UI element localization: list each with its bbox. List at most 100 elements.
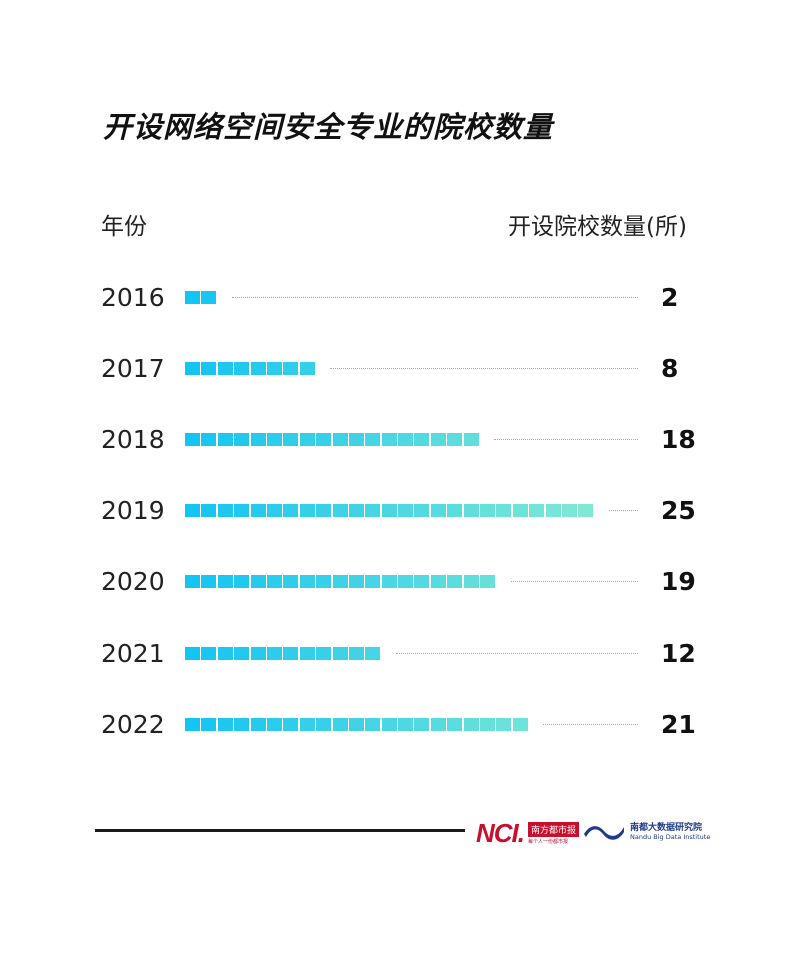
bar-block	[496, 718, 512, 731]
bar-block	[250, 433, 266, 446]
bar-block	[185, 718, 200, 731]
bar-block	[201, 433, 217, 446]
bar-block	[463, 718, 479, 731]
bar-block	[250, 718, 266, 731]
bar-block	[398, 504, 414, 517]
bar-block	[185, 362, 200, 375]
bar-block	[201, 718, 217, 731]
bar-block	[512, 718, 528, 731]
bar-block	[217, 718, 233, 731]
newspaper-name: 南方都市报	[528, 822, 580, 837]
bar-block	[398, 433, 414, 446]
institute-name-en: Nandu Big Data Institute	[630, 833, 711, 841]
chart-row: 2019 25	[0, 491, 800, 531]
bar-block	[365, 504, 381, 517]
bar-block	[529, 504, 545, 517]
bar	[185, 362, 316, 375]
bar-block	[283, 647, 299, 660]
bar-block	[414, 433, 430, 446]
bar-block	[234, 362, 250, 375]
nd-mark: NCI.	[476, 818, 525, 848]
bar-block	[381, 504, 397, 517]
bar-block	[463, 575, 479, 588]
bar-block	[299, 433, 315, 446]
bar-block	[201, 362, 217, 375]
bar-block	[316, 433, 332, 446]
bar-block	[201, 291, 217, 304]
year-label: 2020	[101, 567, 165, 596]
bar-block	[414, 718, 430, 731]
bar-block	[185, 647, 200, 660]
bar-block	[266, 575, 282, 588]
bar-block	[365, 575, 381, 588]
bar-block	[185, 575, 200, 588]
chart-row: 2017 8	[0, 349, 800, 389]
chart-row: 2022 21	[0, 705, 800, 745]
bar-block	[332, 433, 348, 446]
bar-block	[234, 647, 250, 660]
bar-block	[299, 718, 315, 731]
footer-divider	[95, 829, 465, 832]
dotted-leader-line	[543, 724, 638, 725]
bar-block	[217, 504, 233, 517]
bar-block	[332, 718, 348, 731]
bar-block	[545, 504, 561, 517]
bar-block	[250, 504, 266, 517]
bar-block	[283, 575, 299, 588]
bar-block	[348, 575, 364, 588]
bar-block	[283, 718, 299, 731]
chart-row: 2020 19	[0, 562, 800, 602]
bar-block	[185, 433, 200, 446]
bar-block	[185, 504, 200, 517]
bar-block	[299, 575, 315, 588]
chart-row: 2018 18	[0, 420, 800, 460]
bar-block	[266, 718, 282, 731]
bar-block	[234, 575, 250, 588]
bar-block	[348, 718, 364, 731]
bar-block	[398, 718, 414, 731]
bar-block	[250, 362, 266, 375]
bar-block	[332, 575, 348, 588]
bar-block	[234, 433, 250, 446]
bar-block	[480, 504, 496, 517]
dotted-leader-line	[330, 368, 638, 369]
bar-block	[316, 647, 332, 660]
bar-block	[463, 433, 479, 446]
year-label: 2022	[101, 710, 165, 739]
bar-block	[217, 575, 233, 588]
bar-block	[185, 291, 200, 304]
bar-block	[365, 647, 381, 660]
nandu-daily-logo: NCI. 南方都市报 每个人一份都市报	[476, 818, 580, 849]
bar-block	[250, 575, 266, 588]
chart-row: 2016 2	[0, 278, 800, 318]
value-label: 25	[661, 496, 696, 525]
chart-row: 2021 12	[0, 634, 800, 674]
bar-block	[463, 504, 479, 517]
bar-block	[381, 575, 397, 588]
bar-block	[561, 504, 577, 517]
year-label: 2016	[101, 283, 165, 312]
bar-block	[578, 504, 594, 517]
nandu-big-data-institute-logo: 南都大数据研究院 Nandu Big Data Institute	[582, 820, 710, 841]
bar-block	[316, 575, 332, 588]
year-label: 2018	[101, 425, 165, 454]
value-label: 2	[661, 283, 679, 312]
year-label: 2017	[101, 354, 165, 383]
bar-block	[234, 718, 250, 731]
bar	[185, 718, 529, 731]
bar	[185, 647, 382, 660]
bar-block	[365, 433, 381, 446]
dotted-leader-line	[231, 297, 638, 298]
bar-block	[250, 647, 266, 660]
dotted-leader-line	[395, 653, 638, 654]
bar-block	[217, 362, 233, 375]
year-label: 2021	[101, 639, 165, 668]
bar-block	[414, 575, 430, 588]
bar	[185, 291, 218, 304]
bar-block	[365, 718, 381, 731]
bar-block	[283, 433, 299, 446]
bar	[185, 504, 595, 517]
year-label: 2019	[101, 496, 165, 525]
bar-block	[447, 433, 463, 446]
bar-block	[316, 718, 332, 731]
